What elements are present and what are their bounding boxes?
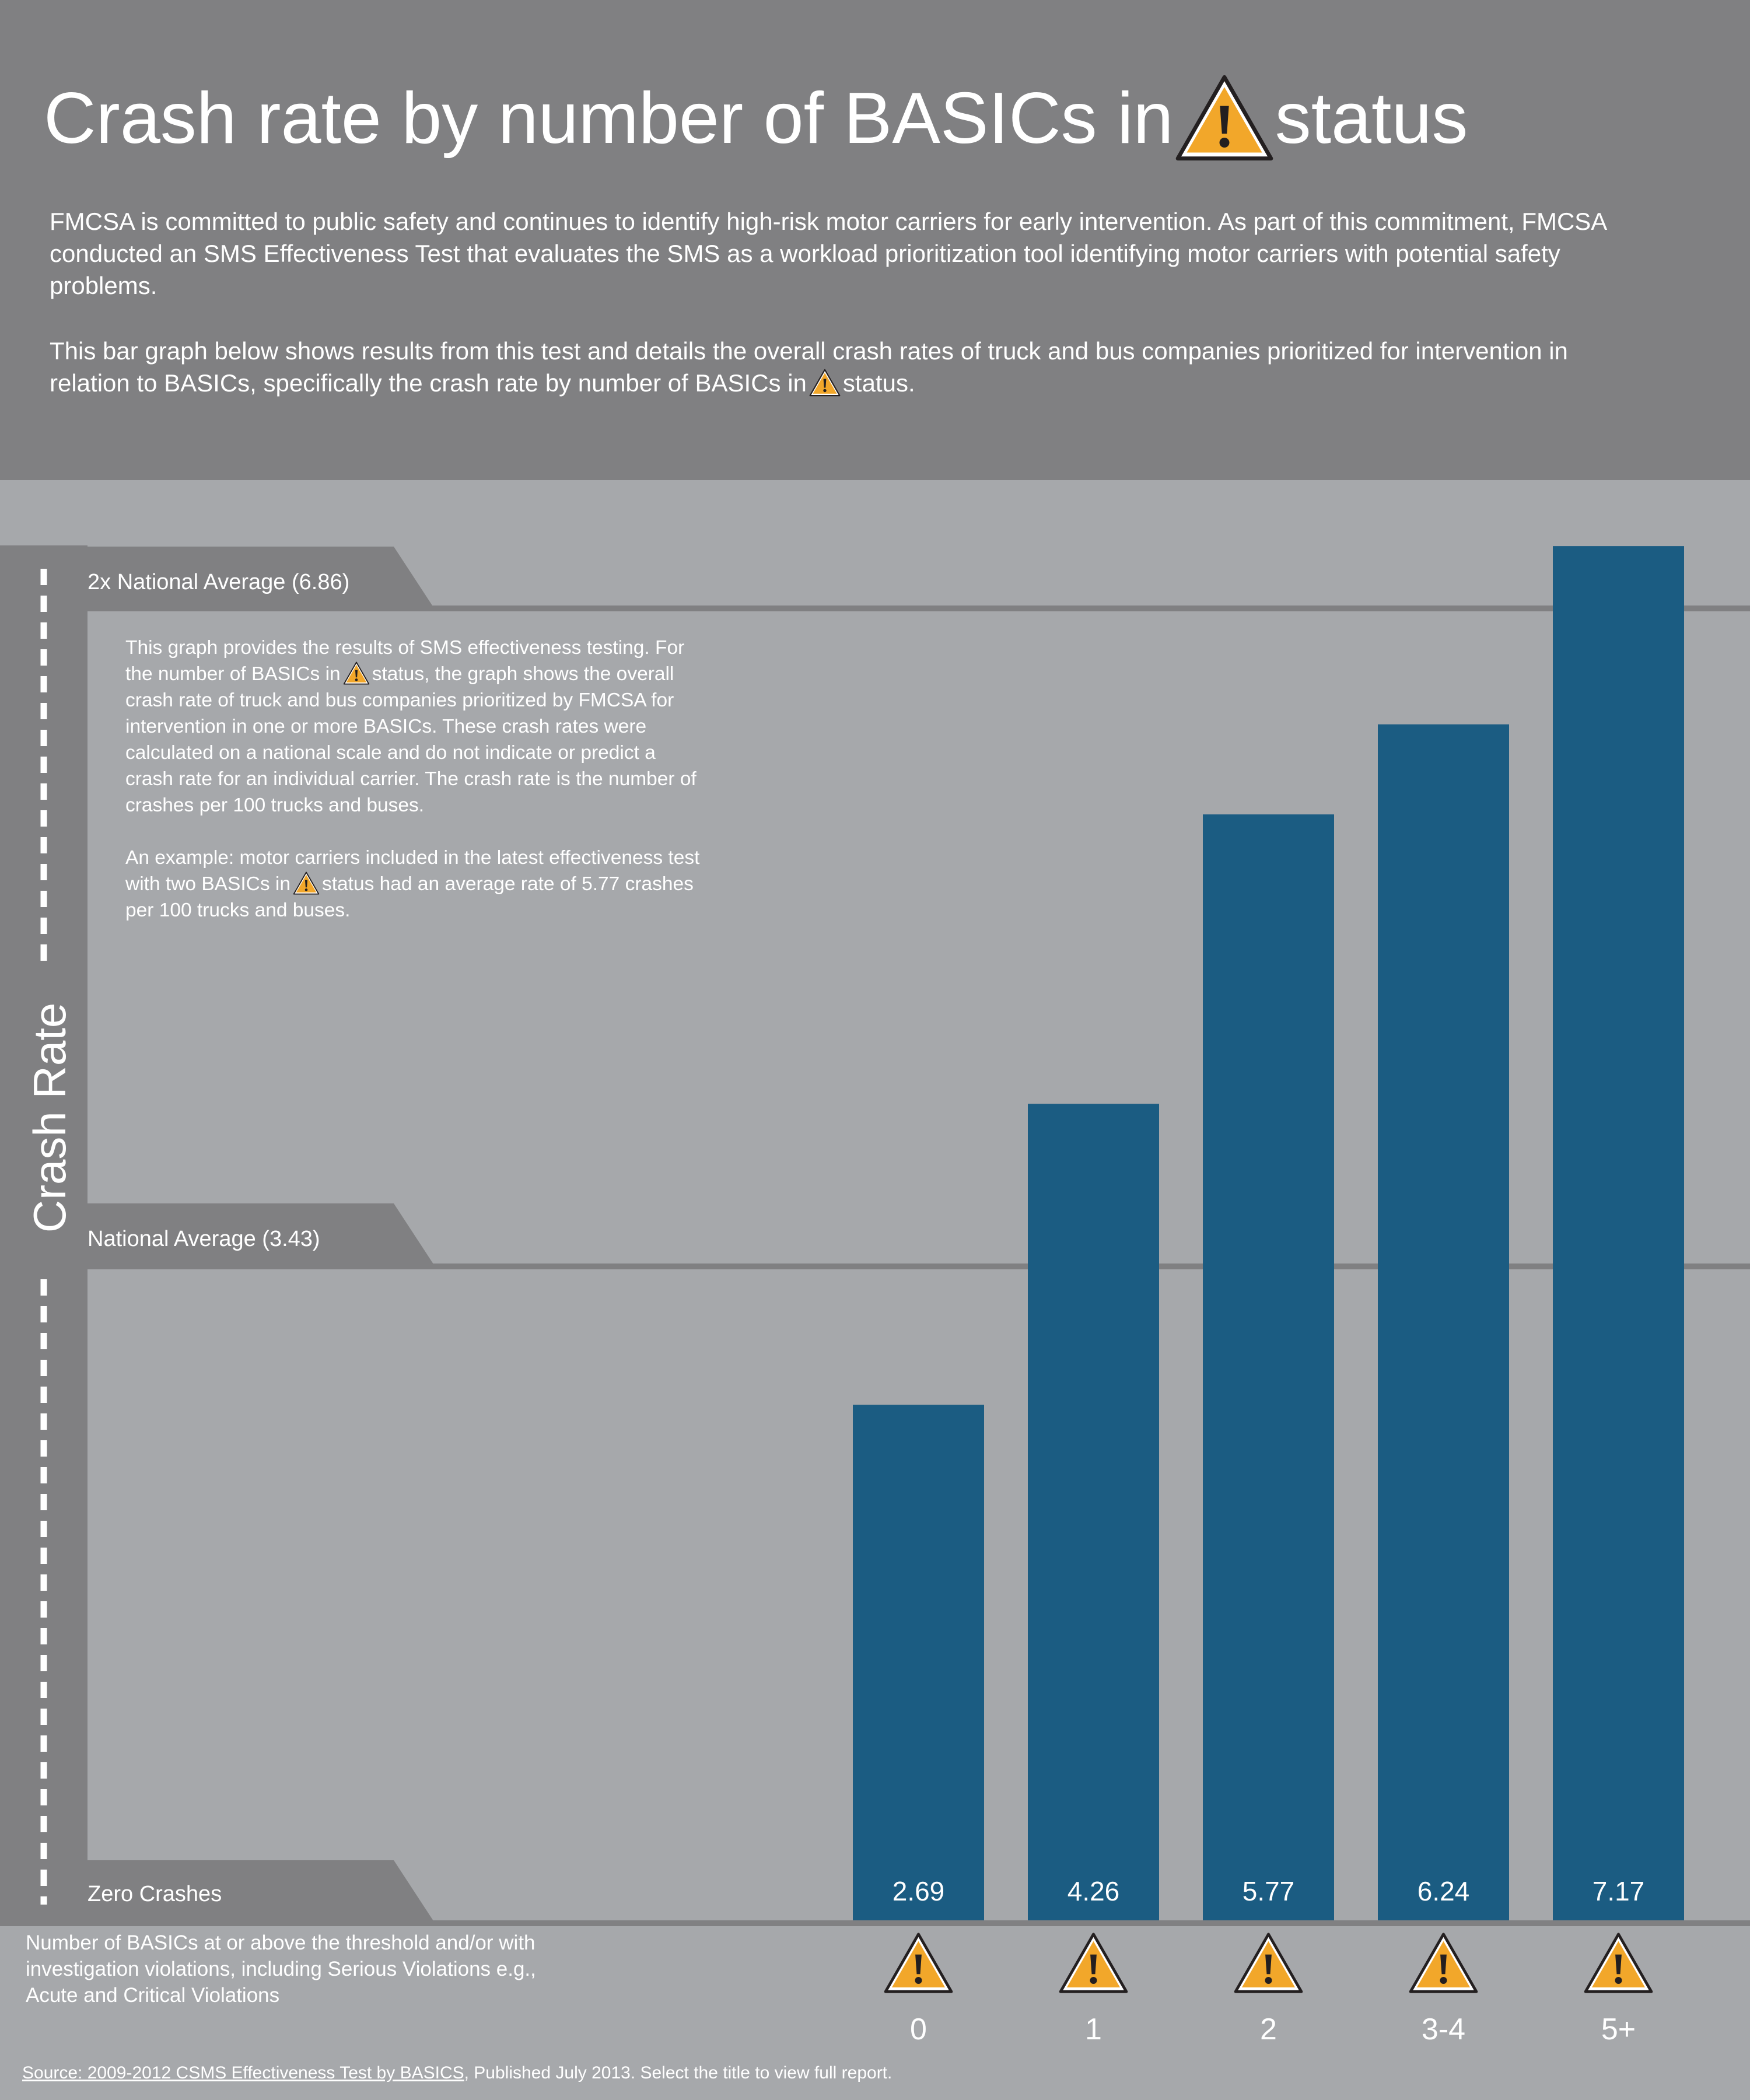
note-example-start: An example: motor carriers included in t… xyxy=(125,847,700,895)
intro-text-end: status. xyxy=(842,369,915,397)
warning-triangle-icon xyxy=(1060,1934,1126,1992)
bar-2 xyxy=(1203,814,1334,1920)
ref-line-2x-average xyxy=(0,606,1750,611)
ref-label-2x-average: 2x National Average (6.86) xyxy=(88,570,350,594)
note-text-end: status, the graph shows the overall cras… xyxy=(125,663,696,816)
bar-5 xyxy=(1553,546,1684,1921)
x-axis-baseline xyxy=(0,1920,1750,1926)
title-text-start: Crash rate by number of BASICs in xyxy=(44,78,1174,159)
title-text-end: status xyxy=(1275,78,1468,159)
warning-triangle-icon xyxy=(293,872,320,895)
warning-triangle-icon xyxy=(343,662,370,685)
y-axis-label: Crash Rate xyxy=(24,1002,75,1233)
source-note: Source: 2009-2012 CSMS Effectiveness Tes… xyxy=(22,2060,892,2086)
note-text-start: This graph provides the results of SMS e… xyxy=(125,637,685,685)
bar-1 xyxy=(1028,1104,1159,1920)
category-label-5: 5+ xyxy=(1601,2013,1636,2046)
page-title: Crash rate by number of BASICs in status xyxy=(44,69,1468,168)
ref-tab-2x-average xyxy=(0,547,435,609)
chart-note-paragraph-2: An example: motor carriers included in t… xyxy=(125,845,709,923)
bars-layer: 2.69 0 4.26 1 5.77 2 6.24 3-4 7.17 5+ xyxy=(853,546,1684,2046)
chart-note-paragraph-1: This graph provides the results of SMS e… xyxy=(125,635,709,818)
ref-label-national-average: National Average (3.43) xyxy=(88,1227,320,1251)
source-link[interactable]: Source: 2009-2012 CSMS Effectiveness Tes… xyxy=(22,2063,464,2082)
warning-triangle-icon xyxy=(1236,1934,1301,1992)
category-label-1: 1 xyxy=(1085,2013,1102,2046)
ref-tab-zero-crashes xyxy=(0,1860,435,1923)
ref-line-national-average xyxy=(0,1264,1750,1269)
ref-label-zero-crashes: Zero Crashes xyxy=(88,1882,222,1906)
note-example-end: status had an average rate of 5.77 crash… xyxy=(125,873,694,921)
source-text: , Published July 2013. Select the title … xyxy=(464,2063,892,2082)
intro-text-start: This bar graph below shows results from … xyxy=(50,337,1568,397)
value-label-2: 5.77 xyxy=(1242,1876,1295,1906)
header: Crash rate by number of BASICs in status … xyxy=(0,0,1750,480)
warning-triangle-icon xyxy=(1586,1934,1651,1992)
category-label-2: 2 xyxy=(1260,2013,1277,2046)
bar-0 xyxy=(853,1405,984,1920)
warning-triangle-icon xyxy=(886,1934,951,1992)
value-label-5: 7.17 xyxy=(1592,1876,1645,1906)
value-label-0: 2.69 xyxy=(892,1876,945,1906)
warning-triangle-icon xyxy=(1410,1934,1476,1992)
bar-3-4 xyxy=(1378,724,1509,1920)
intro-paragraph-2: This bar graph below shows results from … xyxy=(50,335,1648,399)
value-label-1: 4.26 xyxy=(1068,1876,1120,1906)
ref-tab-national-average xyxy=(0,1203,435,1266)
category-label-3-4: 3-4 xyxy=(1422,2013,1465,2046)
value-label-3-4: 6.24 xyxy=(1418,1876,1470,1906)
x-axis-label: Number of BASICs at or above the thresho… xyxy=(26,1931,536,2007)
chart-note: This graph provides the results of SMS e… xyxy=(125,635,709,923)
intro-paragraph-1: FMCSA is committed to public safety and … xyxy=(50,208,1606,299)
category-label-0: 0 xyxy=(910,2013,927,2046)
